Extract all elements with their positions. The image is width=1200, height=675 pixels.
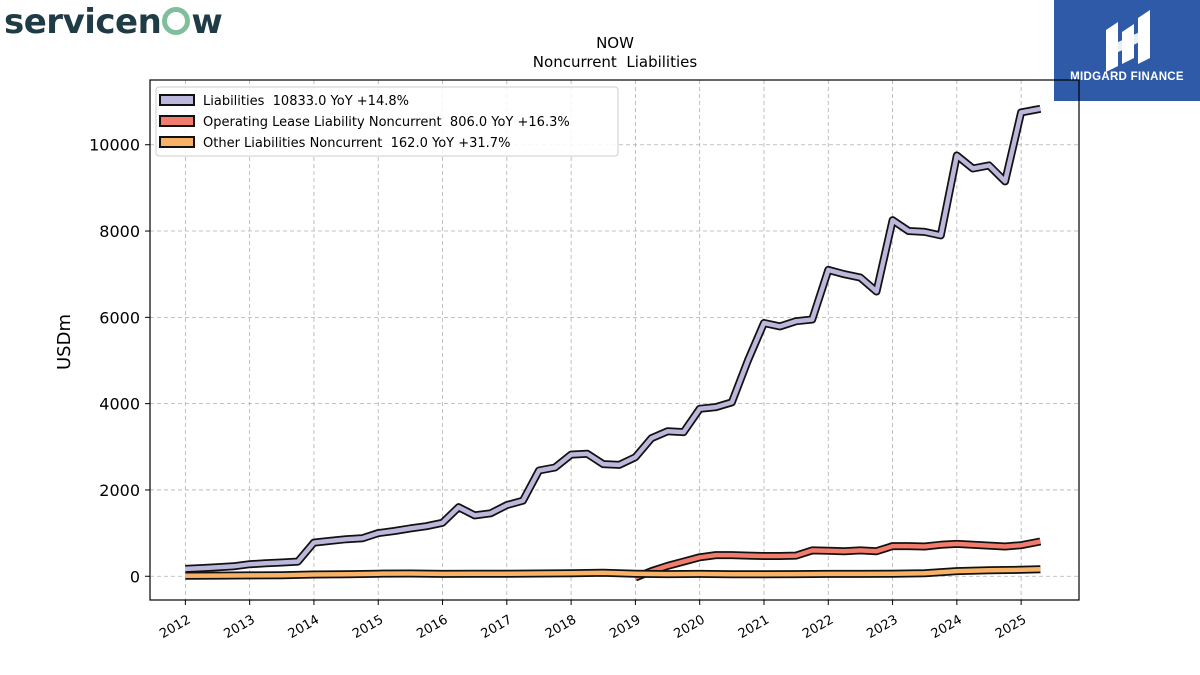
x-tick-label: 2020 [672,612,708,642]
x-tick-label: 2018 [543,612,579,642]
y-tick-label: 6000 [99,308,140,327]
series-liabilities-line [185,106,1041,572]
y-tick-label: 10000 [89,136,140,155]
grid [150,80,1079,600]
legend-box [155,86,619,157]
series-operating-lease-liability-noncurrent-line [634,539,1041,580]
y-tick-label: 8000 [99,222,140,241]
x-tick-label: 2013 [221,612,257,642]
x-tick-label: 2016 [414,612,450,642]
x-tick-label: 2015 [350,612,386,642]
legend-swatch [159,115,195,127]
x-tick-label: 2019 [607,612,643,642]
series-other-liabilities-noncurrent-line [185,567,1041,579]
legend-swatch [159,136,195,148]
x-tick-label: 2012 [157,612,193,642]
chart-title: NOW [596,34,634,52]
legend-label: Operating Lease Liability Noncurrent 806… [203,115,570,130]
series-layer [185,104,1042,582]
publisher-name: MIDGARD FINANCE [1070,71,1184,83]
logo-ring-icon [162,7,191,35]
plot-frame [149,79,1080,601]
series-liabilities-outline [185,104,1042,573]
legend-swatch [159,94,195,106]
x-tick-label: 2023 [864,612,900,642]
y-tick-label: 2000 [99,481,140,500]
y-tick-label: 4000 [99,395,140,414]
x-tick-label: 2022 [800,612,836,642]
publisher-logo-icon [1106,10,1150,72]
x-tick-label: 2017 [479,612,515,642]
y-tick-label: 0 [130,567,140,586]
x-tick-label: 2025 [993,612,1029,642]
legend-label: Liabilities 10833.0 YoY +14.8% [203,94,409,109]
legend: Liabilities 10833.0 YoY +14.8% Operating … [155,86,619,157]
brand-logo: servicen w [4,0,223,44]
chart-subtitle: Noncurrent Liabilities [533,53,698,71]
x-tick-label: 2021 [736,612,772,642]
legend-label: Other Liabilities Noncurrent 162.0 YoY +… [203,136,510,151]
logo-text-right: w [191,2,223,42]
logo-text-left: servicen [4,2,162,42]
publisher-badge: MIDGARD FINANCE [1054,0,1200,101]
x-tick-label: 2024 [929,612,965,642]
x-tick-label: 2014 [286,612,322,642]
y-axis-label: USDm [54,314,75,370]
